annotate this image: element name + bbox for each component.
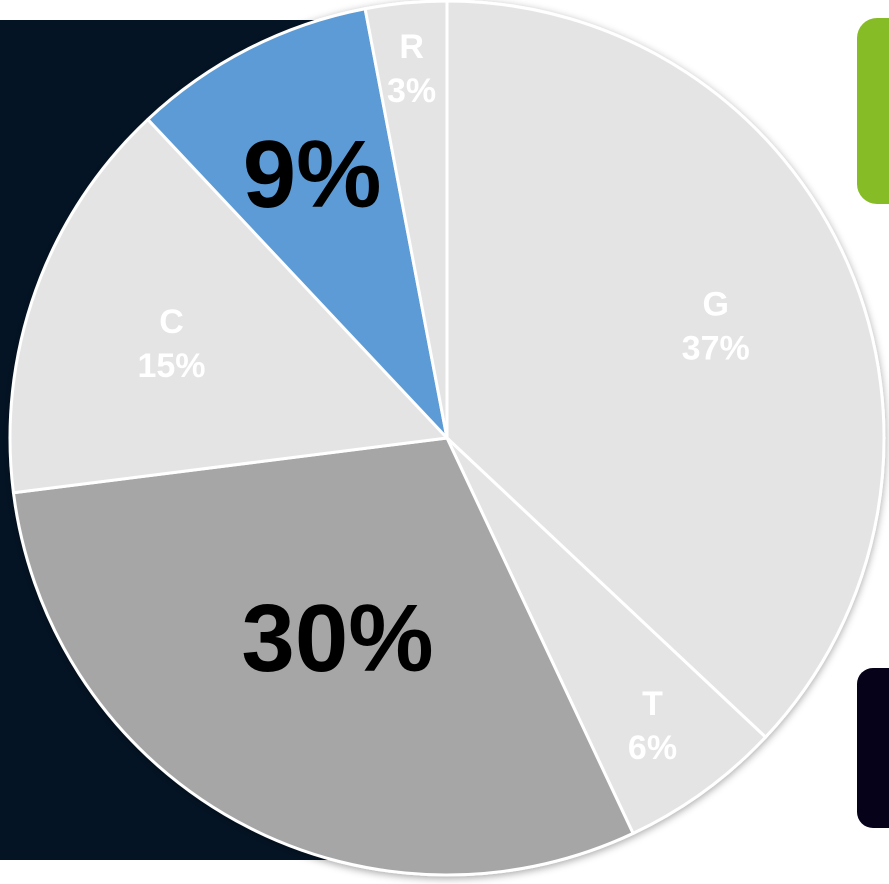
slice-value-label: 30% — [241, 585, 433, 692]
slice-category-label: G — [702, 286, 728, 324]
slice-value-label: 3% — [387, 72, 436, 110]
slice-value-label: 15% — [137, 347, 205, 385]
pie-slice-c — [8, 117, 449, 495]
pie-slice-g — [445, 0, 886, 739]
slice-category-label: T — [642, 685, 663, 723]
accent-green-tile — [857, 18, 889, 204]
accent-navy-tile — [857, 668, 889, 828]
slice-value-label: 9% — [243, 121, 382, 228]
slice-value-label: 6% — [628, 729, 677, 767]
slice-category-label: C — [159, 303, 184, 341]
pie-slice-t — [445, 436, 768, 835]
pie-slice-9pct — [146, 7, 449, 440]
pie-slice-30pct — [11, 436, 635, 877]
slice-value-label: 37% — [682, 330, 750, 368]
slice-category-label: R — [399, 28, 424, 66]
pie-slice-r — [363, 0, 449, 440]
